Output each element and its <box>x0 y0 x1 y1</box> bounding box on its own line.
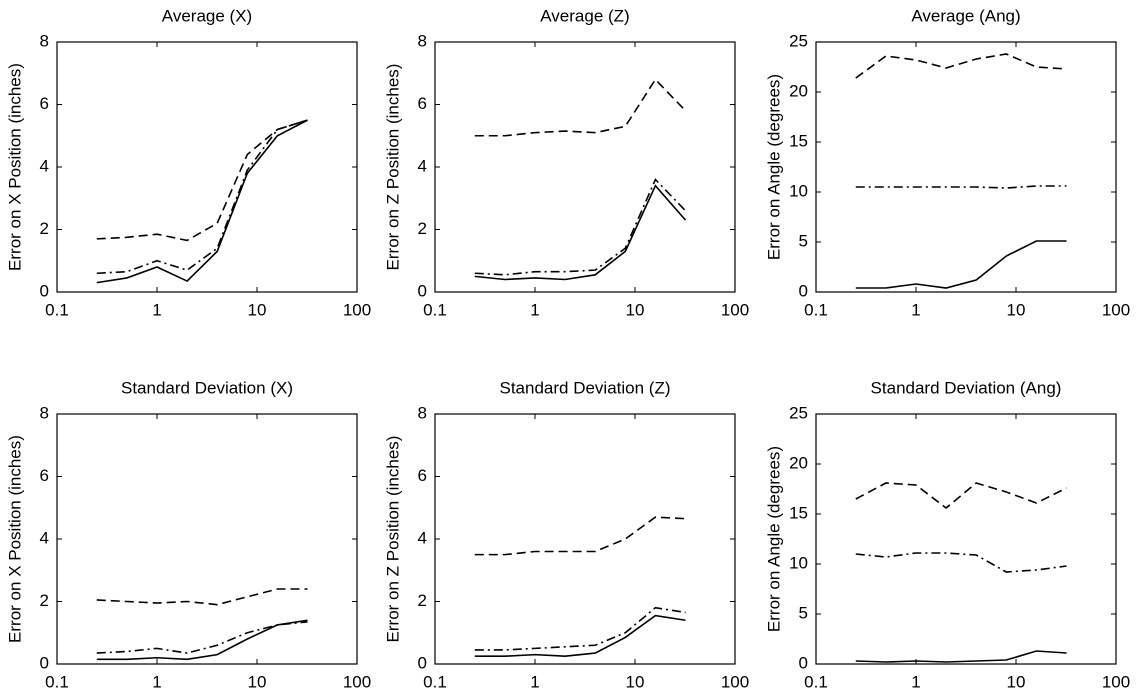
y-tick-label: 8 <box>418 403 427 422</box>
data-line <box>96 119 308 275</box>
subplot: Standard Deviation (Z) 0 2 4 6 8 0.1 1 10 100 Erro… <box>383 378 749 691</box>
y-tick-label: 6 <box>418 94 427 113</box>
y-tick-label: 0 <box>418 653 427 672</box>
y-tick-label: 6 <box>40 94 49 113</box>
subplot-title: Standard Deviation (X) <box>121 378 293 397</box>
x-tick-label: 10 <box>248 300 267 319</box>
x-tick-label: 10 <box>248 672 267 691</box>
x-tick-label: 10 <box>626 300 645 319</box>
data-line <box>855 482 1067 510</box>
y-tick-label: 0 <box>799 281 808 300</box>
y-tick-label: 10 <box>789 553 808 572</box>
data-line <box>474 614 686 657</box>
y-axis-label: Error on Z Position (inches) <box>383 64 402 271</box>
y-tick-label: 6 <box>40 466 49 485</box>
x-tick-label: 1 <box>911 300 920 319</box>
y-tick-label: 5 <box>799 603 808 622</box>
subplot: Average (Ang) 0 5 10 15 20 25 0.1 1 10 100 Error on… <box>764 6 1130 319</box>
y-tick-label: 2 <box>40 591 49 610</box>
x-tick-label: 0.1 <box>45 300 69 319</box>
x-tick-label: 0.1 <box>804 300 828 319</box>
axes-frame <box>56 413 358 665</box>
subplot: Standard Deviation (Ang) 0 5 10 15 20 25 0.1 1 10… <box>764 378 1130 691</box>
y-tick-label: 4 <box>418 528 427 547</box>
y-tick-label: 0 <box>40 653 49 672</box>
subplot: Average (X) 0 2 4 6 8 0.1 1 10 100 Error on X Posi… <box>5 6 371 319</box>
y-axis-label: Error on Angle (degrees) <box>764 74 783 260</box>
y-tick-label: 0 <box>40 281 49 300</box>
axes-frame <box>434 41 736 293</box>
y-tick-label: 2 <box>418 219 427 238</box>
subplot-title: Average (X) <box>162 6 252 25</box>
y-axis-label: Error on Angle (degrees) <box>764 446 783 632</box>
y-tick-label: 0 <box>418 281 427 300</box>
x-tick-label: 1 <box>530 672 539 691</box>
y-tick-label: 2 <box>418 591 427 610</box>
data-line <box>855 552 1067 573</box>
y-tick-label: 8 <box>418 31 427 50</box>
subplot: Average (Z) 0 2 4 6 8 0.1 1 10 100 Error on Z Posi… <box>383 6 749 319</box>
x-tick-label: 100 <box>343 300 371 319</box>
axes-frame <box>815 41 1117 293</box>
y-axis-label: Error on X Position (inches) <box>5 63 24 271</box>
x-tick-label: 0.1 <box>423 300 447 319</box>
y-tick-label: 4 <box>418 156 427 175</box>
x-tick-label: 10 <box>1007 300 1026 319</box>
y-axis-label: Error on Z Position (inches) <box>383 436 402 643</box>
y-tick-label: 25 <box>789 403 808 422</box>
x-tick-label: 1 <box>530 300 539 319</box>
y-tick-label: 4 <box>40 156 49 175</box>
x-tick-label: 100 <box>721 300 749 319</box>
y-tick-label: 10 <box>789 181 808 200</box>
data-line <box>96 588 308 606</box>
subplot: Standard Deviation (X) 0 2 4 6 8 0.1 1 10 100 Erro… <box>5 378 371 691</box>
x-tick-label: 10 <box>626 672 645 691</box>
x-tick-label: 100 <box>343 672 371 691</box>
y-tick-label: 6 <box>418 466 427 485</box>
data-line <box>474 178 687 276</box>
y-tick-label: 8 <box>40 31 49 50</box>
subplot-title: Average (Z) <box>540 6 629 25</box>
axes-frame <box>815 413 1117 665</box>
data-line <box>96 119 308 242</box>
data-line <box>474 516 686 556</box>
y-tick-label: 8 <box>40 403 49 422</box>
data-line <box>474 78 687 137</box>
x-tick-label: 100 <box>721 672 749 691</box>
y-tick-label: 25 <box>789 31 808 50</box>
y-axis-label: Error on X Position (inches) <box>5 435 24 643</box>
x-tick-label: 1 <box>152 300 161 319</box>
y-tick-label: 20 <box>789 81 808 100</box>
subplot-title: Standard Deviation (Z) <box>499 378 670 397</box>
x-tick-label: 1 <box>152 672 161 691</box>
y-tick-label: 5 <box>799 231 808 250</box>
subplot-title: Average (Ang) <box>911 6 1020 25</box>
x-tick-label: 100 <box>1102 672 1130 691</box>
axes-frame <box>56 41 358 293</box>
data-line <box>855 650 1067 663</box>
x-tick-label: 0.1 <box>423 672 447 691</box>
data-line <box>474 606 686 651</box>
y-tick-label: 2 <box>40 219 49 238</box>
y-tick-label: 4 <box>40 528 49 547</box>
data-line <box>855 185 1067 189</box>
data-line <box>855 240 1067 289</box>
x-tick-label: 10 <box>1007 672 1026 691</box>
y-tick-label: 15 <box>789 131 808 150</box>
data-line <box>96 619 308 661</box>
data-line <box>855 53 1067 79</box>
subplot-title: Standard Deviation (Ang) <box>871 378 1062 397</box>
y-tick-label: 0 <box>799 653 808 672</box>
x-tick-label: 0.1 <box>45 672 69 691</box>
x-tick-label: 100 <box>1102 300 1130 319</box>
x-tick-label: 1 <box>911 672 920 691</box>
data-line <box>474 184 687 281</box>
data-line <box>96 119 308 284</box>
axes-frame <box>434 413 736 665</box>
y-tick-label: 20 <box>789 453 808 472</box>
y-tick-label: 15 <box>789 503 808 522</box>
x-tick-label: 0.1 <box>804 672 828 691</box>
